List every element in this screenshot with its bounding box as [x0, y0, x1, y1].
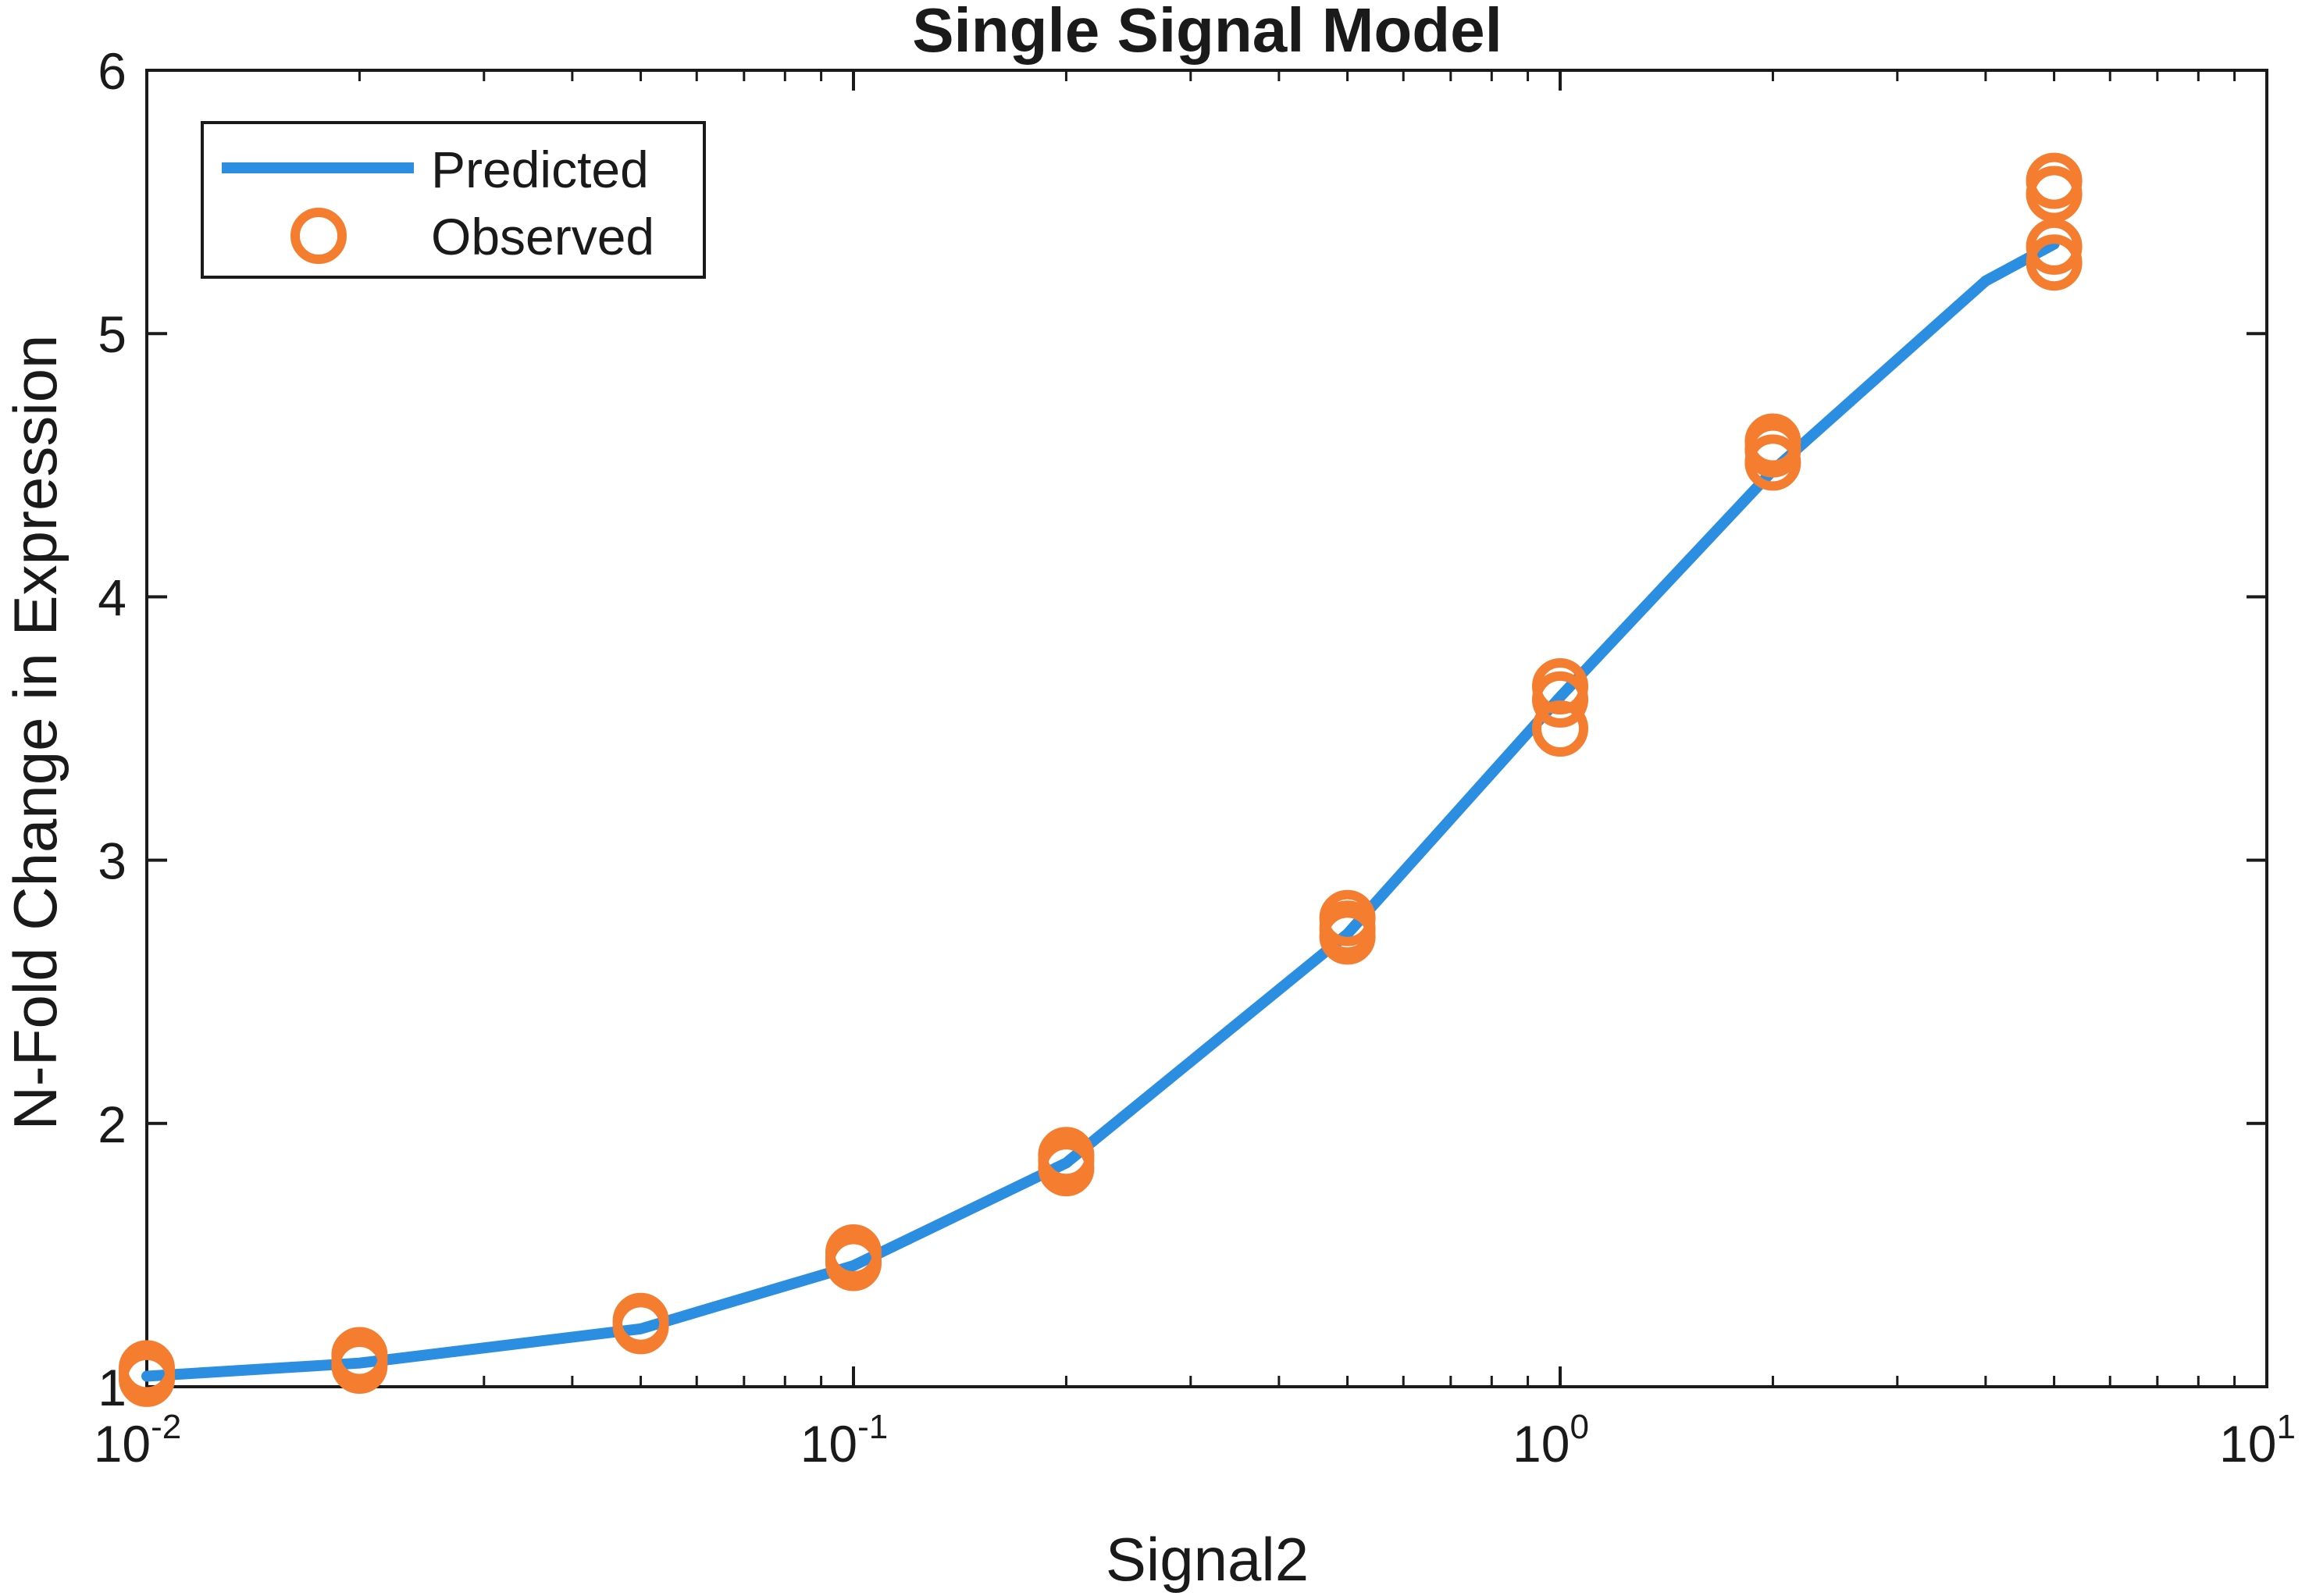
y-tick-label: 4: [98, 568, 126, 626]
observed-point: [1038, 1127, 1095, 1184]
x-tick-label: 10-2: [94, 1408, 182, 1473]
observed-point: [612, 1292, 669, 1349]
observed-point: [825, 1224, 882, 1281]
x-tick-base: 10: [800, 1415, 857, 1473]
x-tick-label: 100: [1513, 1408, 1589, 1473]
x-tick-exponent: -2: [151, 1408, 181, 1446]
predicted-line: [141, 238, 2060, 1382]
legend-predicted-label: Predicted: [431, 141, 649, 198]
y-tick-label: 5: [98, 305, 126, 363]
observed-point: [2026, 218, 2083, 275]
x-tick-base: 10: [2219, 1415, 2276, 1473]
y-axis-label: N-Fold Change in Expression: [1, 335, 69, 1131]
observed-point: [119, 1340, 175, 1397]
y-tick-label: 6: [98, 42, 126, 100]
x-tick-exponent: 0: [1570, 1408, 1588, 1446]
legend: Predicted Observed: [201, 121, 706, 279]
observed-point: [1532, 658, 1588, 714]
x-axis-label: Signal2: [1106, 1525, 1309, 1594]
x-tick-label: 101: [2219, 1408, 2296, 1473]
y-tick-label: 3: [98, 832, 126, 890]
observed-point: [331, 1327, 388, 1384]
legend-observed-label: Observed: [431, 208, 654, 265]
observed-point: [2026, 152, 2083, 209]
observed-point: [1319, 889, 1376, 946]
observed-point: [1744, 413, 1801, 470]
y-tick-label: 2: [98, 1095, 126, 1153]
plot-area: [145, 69, 2268, 1388]
x-tick-base: 10: [94, 1415, 151, 1473]
x-tick-base: 10: [1513, 1415, 1570, 1473]
legend-box: [201, 121, 706, 279]
plot-frame: [145, 69, 2268, 1388]
legend-observed-swatch: [290, 208, 347, 264]
predicted-series: [141, 238, 2060, 1382]
x-tick-label: 10-1: [800, 1408, 889, 1473]
x-tick-exponent: 1: [2276, 1408, 2295, 1446]
chart-title: Single Signal Model: [912, 0, 1502, 65]
x-tick-exponent: -1: [857, 1408, 888, 1446]
observed-series: [119, 152, 2083, 1407]
observed-point: [2026, 234, 2083, 291]
